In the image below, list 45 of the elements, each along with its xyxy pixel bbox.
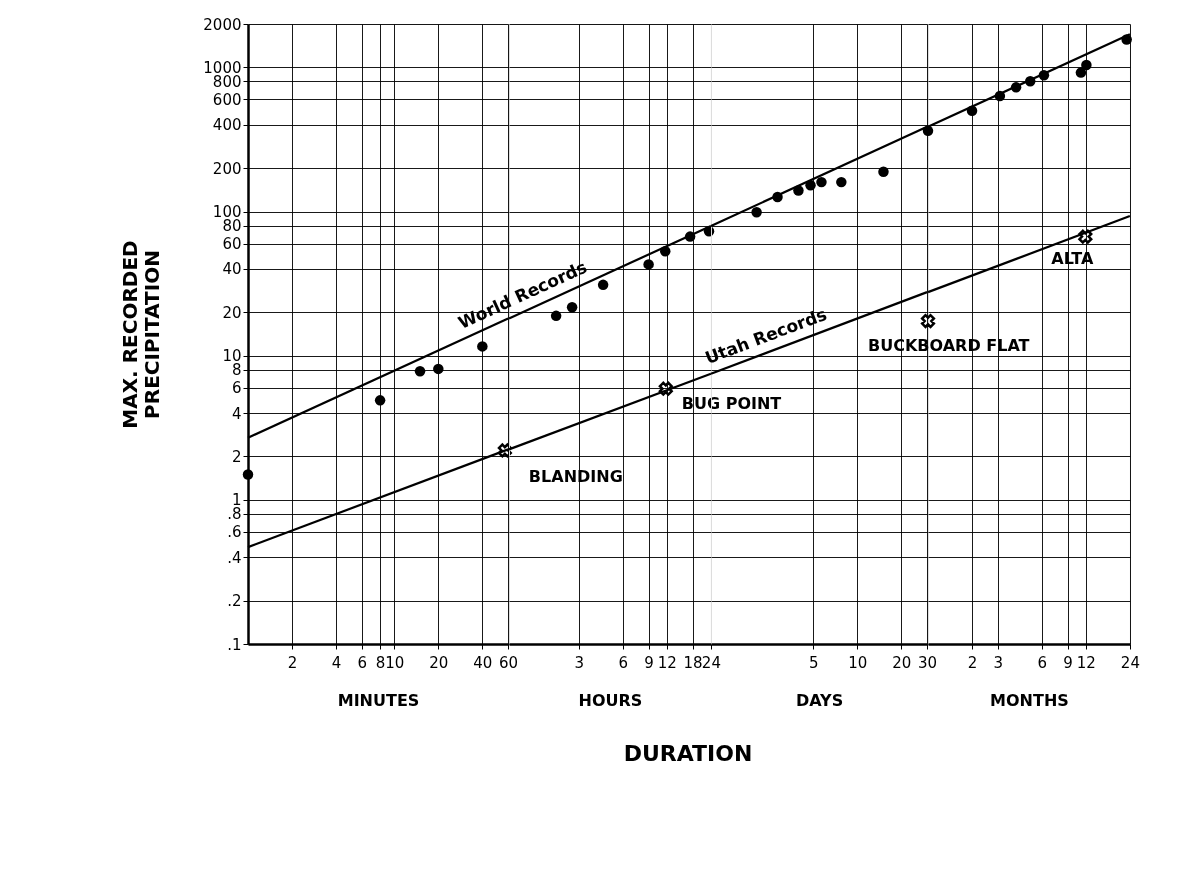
y-tick-label: 2000 <box>203 15 242 34</box>
x-tick-label: 4 <box>331 653 342 672</box>
y-tick-label: 200 <box>212 159 242 178</box>
x-tick-label: 6 <box>618 653 629 672</box>
x-tick-label: 20 <box>892 653 912 672</box>
y-tick-label: .1 <box>227 635 242 654</box>
y-tick-label: 40 <box>222 260 242 279</box>
x-tick-label: 60 <box>499 653 519 672</box>
y-tick-label: 400 <box>212 116 242 135</box>
x-axis-title: MINUTES <box>337 690 420 710</box>
x-tick-label: 8 <box>375 653 386 672</box>
y-tick-label: 800 <box>212 72 242 91</box>
y-axis-title: MAX. RECORDED PRECIPITATION <box>118 240 165 429</box>
x-axis-title: DAYS <box>795 690 844 710</box>
x-tick-label: 24 <box>1120 653 1140 672</box>
y-tick-label: .6 <box>227 523 242 542</box>
x-tick-label: 2 <box>287 653 298 672</box>
x-tick-label: 6 <box>1037 653 1048 672</box>
y-tick-label: 6 <box>231 379 242 398</box>
x-tick-label: 6 <box>357 653 368 672</box>
x-tick-label: 12 <box>1076 653 1096 672</box>
x-tick-label: 18 <box>683 653 703 672</box>
y-tick-label: 20 <box>222 303 242 322</box>
x-axis-title: HOURS <box>578 690 643 710</box>
x-tick-label: 9 <box>644 653 654 672</box>
x-tick-label: 10 <box>848 653 868 672</box>
x-tick-label: 10 <box>385 653 405 672</box>
y-tick-label: 2 <box>231 447 242 466</box>
text: DURATION <box>623 741 753 766</box>
y-tick-label: .2 <box>227 592 242 611</box>
x-tick-label: 3 <box>574 653 585 672</box>
x-tick-label: 24 <box>701 653 721 672</box>
x-tick-label: 12 <box>657 653 677 672</box>
y-tick-label: 4 <box>231 404 242 423</box>
x-tick-label: 5 <box>808 653 819 672</box>
y-tick-label: 60 <box>222 235 242 254</box>
y-tick-label: 600 <box>212 90 242 109</box>
x-tick-label: 2 <box>967 653 978 672</box>
x-axis-title: MONTHS <box>990 690 1069 710</box>
x-tick-label: 9 <box>1063 653 1073 672</box>
x-tick-label: 20 <box>429 653 449 672</box>
x-tick-label: 40 <box>473 653 493 672</box>
x-tick-label: 3 <box>993 653 1004 672</box>
y-tick-label: .4 <box>227 548 242 567</box>
x-tick-label: 30 <box>918 653 938 672</box>
